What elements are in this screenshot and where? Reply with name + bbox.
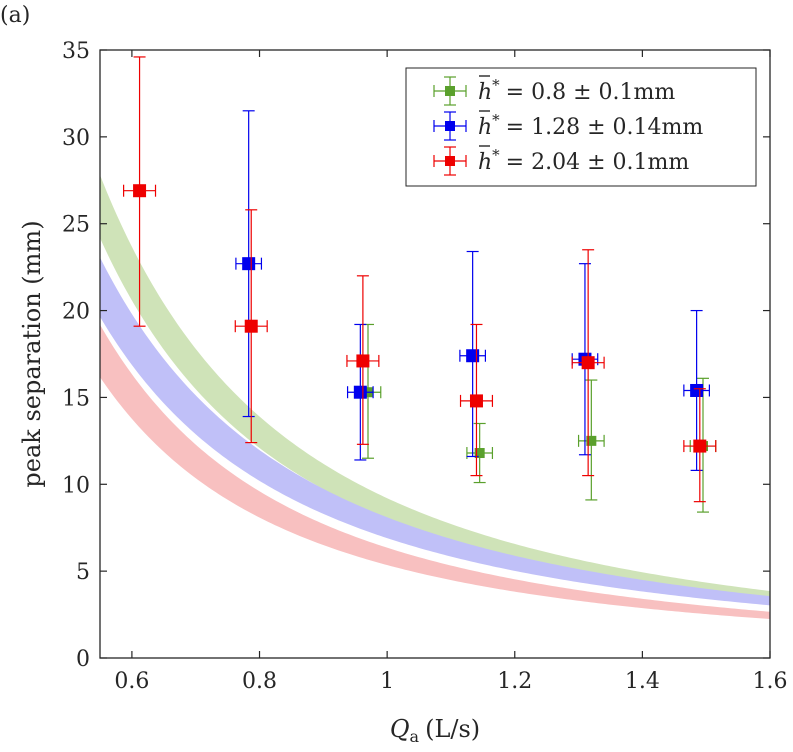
y-tick-label: 25 xyxy=(62,213,90,238)
data-point-s1-2 xyxy=(459,250,487,458)
y-tick-label: 15 xyxy=(62,386,90,411)
y-tick-label: 0 xyxy=(76,647,90,672)
legend-box xyxy=(405,67,757,187)
point-marker xyxy=(469,394,483,408)
legend-label: h* = 0.8 ± 0.1mm xyxy=(478,76,675,105)
data-point-s2-3 xyxy=(459,323,494,477)
y-tick-label: 35 xyxy=(62,39,90,64)
y-tick-label: 30 xyxy=(62,126,90,151)
x-axis-label: Qa (L/s) xyxy=(390,715,480,746)
data-point-s2-5 xyxy=(683,388,717,503)
x-tick-label: 1.2 xyxy=(497,669,532,694)
point-marker xyxy=(244,319,258,333)
point-marker xyxy=(693,439,707,453)
x-tick-label: 1.6 xyxy=(753,669,788,694)
data-point-s2-1 xyxy=(234,209,268,444)
legend: h* = 0.8 ± 0.1mm h* = 1.28 ± 0.14mm h* = 2.04… xyxy=(405,67,757,187)
legend-label: h* = 1.28 ± 0.14mm xyxy=(478,111,703,140)
data-point-s0-1 xyxy=(466,422,494,484)
point-marker xyxy=(133,184,147,198)
x-tick-label: 1 xyxy=(380,669,394,694)
legend-marker xyxy=(445,156,455,166)
y-tick-label: 10 xyxy=(62,473,90,498)
y-tick-label: 5 xyxy=(76,560,90,585)
legend-marker xyxy=(445,86,455,96)
model-band-2 xyxy=(100,324,770,620)
point-marker xyxy=(353,385,367,399)
data-point-s2-0 xyxy=(123,56,157,327)
legend-entry-0: h* = 0.8 ± 0.1mm xyxy=(433,75,675,106)
data-point-s2-2 xyxy=(346,275,380,445)
panel-label: (a) xyxy=(0,3,30,28)
axes-frame xyxy=(99,49,771,659)
legend-entry-1: h* = 1.28 ± 0.14mm xyxy=(433,110,703,141)
legend-entry-2: h* = 2.04 ± 0.1mm xyxy=(433,145,689,176)
data-point-s1-0 xyxy=(235,110,263,418)
legend-label: h* = 2.04 ± 0.1mm xyxy=(478,146,689,175)
x-tick-label: 0.8 xyxy=(242,669,277,694)
point-marker xyxy=(581,356,595,370)
y-tick-label: 20 xyxy=(62,300,90,325)
point-marker xyxy=(474,448,485,459)
data-point-s0-2 xyxy=(577,379,605,501)
legend-marker xyxy=(445,121,455,131)
data-point-s2-4 xyxy=(571,249,605,477)
x-tick-label: 1.4 xyxy=(625,669,660,694)
model-band-1 xyxy=(100,257,770,606)
data-points xyxy=(123,56,717,513)
point-marker xyxy=(242,257,256,271)
point-marker xyxy=(690,383,704,397)
point-marker xyxy=(586,435,597,446)
data-point-s1-1 xyxy=(346,323,374,461)
y-axis-label: peak separation (mm) xyxy=(18,220,46,487)
axis-ticks: 0.6 0.8 1 1.2 1.4 1.6 0 5 10 15 20 25 30 35 xyxy=(62,39,788,694)
point-marker xyxy=(356,354,370,368)
model-bands xyxy=(100,174,770,620)
point-marker xyxy=(466,349,480,363)
x-tick-label: 0.6 xyxy=(114,669,149,694)
